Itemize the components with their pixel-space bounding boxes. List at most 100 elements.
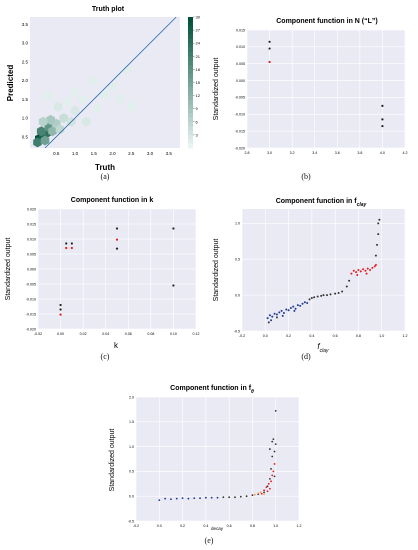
data-point [263, 493, 265, 496]
x-tick-label: 2.8 [245, 151, 250, 155]
chart-e-xlabel: decay [211, 526, 224, 531]
y-tick-label: 1.0 [22, 116, 29, 121]
data-point [364, 269, 367, 272]
data-point [272, 438, 275, 441]
data-point [268, 60, 271, 64]
y-tick-label: 0.0 [129, 495, 134, 499]
data-point [59, 303, 62, 307]
chart-c: Component function in k -0.02 0.00 0.02 0.0… [5, 197, 200, 350]
data-point [187, 497, 190, 500]
chart-d-plot-area [242, 209, 405, 331]
data-point [369, 269, 372, 271]
chart-a-xlabel: Truth [95, 163, 115, 172]
x-tick-label: 2.5 [128, 151, 135, 156]
y-tick-label: 0.000 [27, 267, 36, 271]
x-tick-label: 3.4 [312, 151, 317, 155]
x-tick-label: 0.8 [250, 524, 255, 528]
colorbar-segment [188, 126, 193, 131]
data-point [325, 294, 328, 297]
heatmap-cell [36, 126, 46, 137]
heatmap-cell [78, 94, 87, 105]
caption-c: (c) [100, 352, 110, 361]
x-tick-label: 0.2 [286, 334, 291, 338]
data-point [115, 227, 119, 230]
data-point [59, 308, 62, 311]
chart-b: Component function in N (“L”) 2.8 3.0 3.2 3… [213, 18, 408, 155]
x-tick-label: 0.4 [309, 334, 314, 338]
colorbar-tick-label: 3 [196, 132, 199, 137]
y-tick-label: 0.010 [27, 237, 36, 241]
data-point [115, 238, 119, 241]
y-tick-label: 0.015 [27, 222, 36, 226]
y-tick-label: 3.5 [22, 22, 29, 27]
colorbar-segment [188, 69, 193, 75]
heatmap-cell [59, 113, 69, 124]
colorbar-segment [188, 139, 193, 145]
y-tick-label: 0.010 [236, 45, 245, 49]
chart-d-xlabel: fclay [317, 342, 329, 354]
data-point [253, 493, 256, 496]
x-tick-label: 0.6 [333, 334, 338, 338]
y-tick-label: 0.5 [129, 470, 134, 474]
data-point [273, 463, 276, 465]
data-point [273, 312, 276, 315]
chart-a-diagonal-line [44, 16, 177, 149]
data-point [352, 269, 355, 272]
data-point [274, 443, 277, 446]
caption-e: (e) [204, 536, 214, 545]
chart-d-title: Component function in fclay [276, 198, 367, 208]
x-tick-label: 0.08 [147, 332, 154, 336]
data-point [365, 272, 368, 275]
heatmap-cell [70, 86, 80, 97]
data-point [115, 247, 119, 250]
data-point [285, 308, 288, 311]
colorbar-segment [188, 34, 193, 40]
data-point [329, 293, 332, 296]
data-point [345, 285, 348, 288]
y-tick-label: -0.010 [26, 297, 36, 301]
data-point [376, 243, 379, 246]
data-point [273, 450, 276, 453]
colorbar-segment [188, 21, 193, 27]
data-point [270, 480, 272, 483]
y-tick-label: 1.5 [22, 97, 29, 102]
chart-e-ylabel: Standardized output [109, 429, 116, 492]
y-tick-label: 0.020 [27, 207, 36, 211]
data-point [172, 284, 175, 287]
data-point [293, 309, 296, 312]
colorbar-tick-label: 15 [196, 80, 201, 85]
y-tick-label: 0.005 [27, 252, 36, 256]
data-point [271, 455, 274, 458]
y-tick-label: -0.020 [235, 146, 245, 150]
colorbar-tick-label: 12 [196, 93, 201, 98]
data-point [366, 267, 369, 270]
data-point [281, 314, 284, 317]
data-point [59, 313, 62, 316]
caption-a: (a) [100, 172, 110, 181]
y-tick-label: 0.015 [236, 28, 245, 32]
x-tick-label: 4.2 [403, 151, 408, 155]
x-tick-label: 3.6 [335, 151, 340, 155]
colorbar-segment [188, 121, 193, 127]
data-point [292, 305, 295, 308]
chart-a-title: Truth plot [92, 6, 125, 13]
colorbar-segment [188, 38, 193, 44]
data-point [260, 492, 263, 495]
heatmap-cell [70, 105, 80, 116]
colorbar-segment [188, 78, 193, 83]
heatmap-cell [126, 101, 136, 112]
data-point [158, 499, 161, 502]
data-point [268, 487, 271, 490]
y-tick-label: 0.5 [235, 258, 240, 262]
x-tick-label: 1.0 [72, 151, 79, 156]
data-point [359, 270, 362, 273]
caption-d: (d) [301, 352, 311, 361]
data-point [280, 309, 283, 312]
y-tick-label: -0.015 [26, 312, 36, 316]
data-point [282, 312, 285, 315]
data-point [275, 316, 278, 319]
y-tick-label: 2.0 [22, 78, 29, 83]
data-point [270, 319, 273, 322]
data-point [303, 301, 306, 304]
data-point [356, 274, 359, 277]
